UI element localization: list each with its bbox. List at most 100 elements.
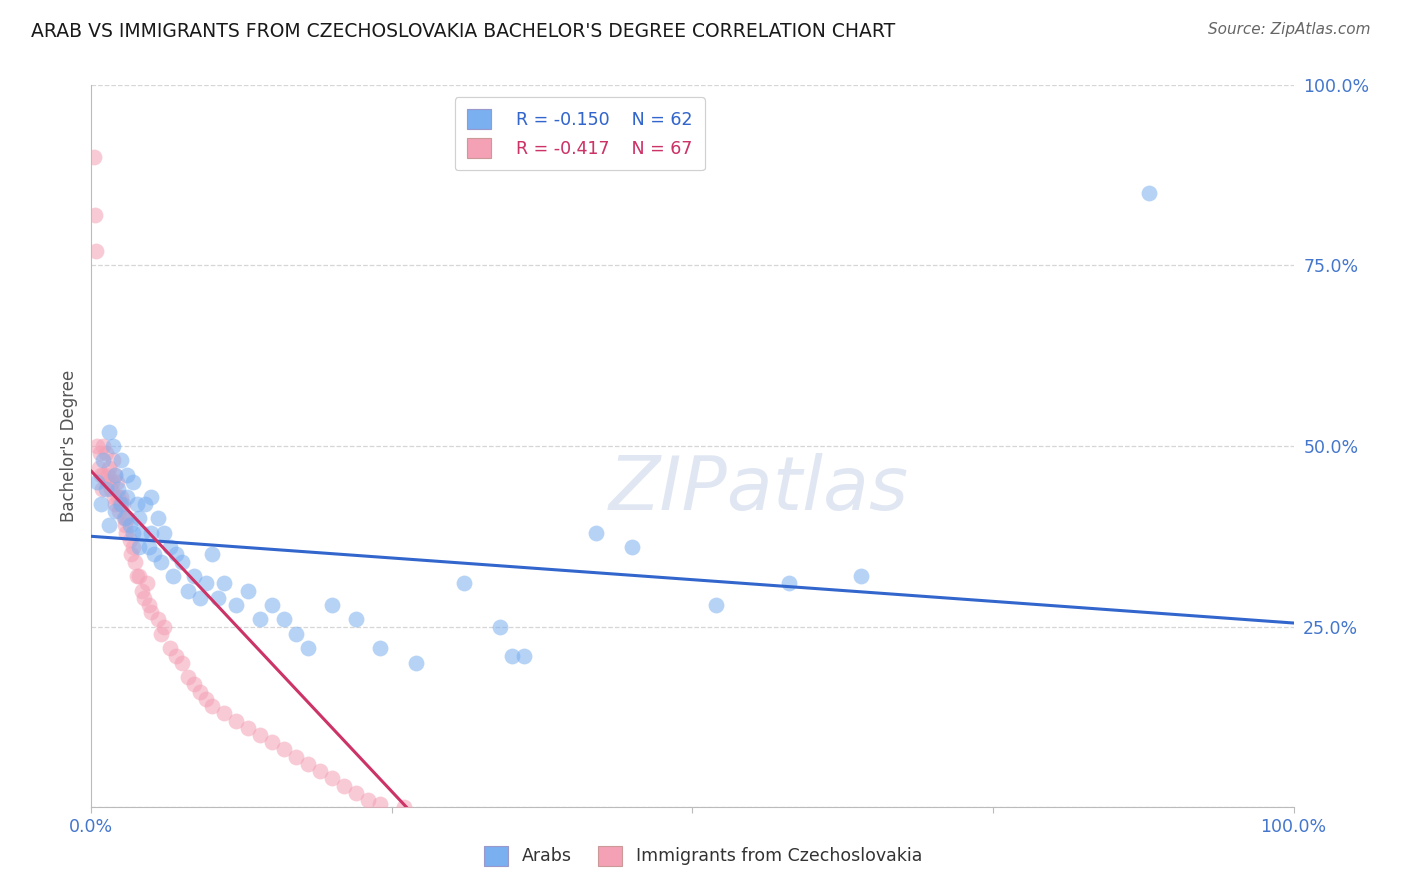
Point [128,511,150,525]
Point [118,533,141,547]
Point [105,475,128,489]
Point [138,598,160,612]
Point [308,764,330,778]
Point [120,548,142,562]
Point [93,439,115,453]
Point [368,797,391,811]
Point [110,497,132,511]
Point [117,490,139,504]
Point [236,583,259,598]
Point [86,439,108,453]
Point [125,497,148,511]
Point [152,620,174,634]
Point [117,467,139,482]
Point [96,475,118,489]
Point [110,497,132,511]
Point [91,483,114,497]
Legend: Arabs, Immigrants from Czechoslovakia: Arabs, Immigrants from Czechoslovakia [475,837,931,874]
Point [98,460,121,475]
Point [141,525,163,540]
Point [344,786,367,800]
Point [212,576,235,591]
Point [104,504,127,518]
Point [1137,186,1160,201]
Point [297,756,319,771]
Point [501,648,523,663]
Point [128,569,150,583]
Point [101,453,124,467]
Point [249,612,271,626]
Text: Source: ZipAtlas.com: Source: ZipAtlas.com [1208,22,1371,37]
Point [170,555,193,569]
Point [392,800,415,814]
Point [333,779,356,793]
Point [176,583,198,598]
Point [321,772,343,786]
Point [100,483,122,497]
Point [183,677,205,691]
Point [146,612,169,626]
Point [225,714,247,728]
Point [108,504,131,518]
Point [321,598,343,612]
Point [135,576,157,591]
Point [165,648,187,663]
Point [122,475,145,489]
Point [87,460,110,475]
Point [104,467,127,482]
Point [146,511,169,525]
Point [165,548,187,562]
Point [110,453,132,467]
Text: ARAB VS IMMIGRANTS FROM CZECHOSLOVAKIA BACHELOR'S DEGREE CORRELATION CHART: ARAB VS IMMIGRANTS FROM CZECHOSLOVAKIA B… [31,22,896,41]
Point [89,446,111,460]
Point [115,525,138,540]
Point [585,525,607,540]
Point [344,612,367,626]
Point [778,576,800,591]
Point [159,641,181,656]
Point [194,576,217,591]
Point [84,208,107,222]
Point [368,641,391,656]
Y-axis label: Bachelor's Degree: Bachelor's Degree [60,370,79,522]
Point [97,467,120,482]
Point [122,525,145,540]
Point [249,728,271,742]
Point [273,612,295,626]
Point [453,576,475,591]
Point [706,598,728,612]
Point [118,518,141,533]
Point [357,793,380,807]
Point [125,569,148,583]
Point [183,569,205,583]
Point [225,598,247,612]
Point [489,620,512,634]
Point [273,742,295,756]
Point [124,555,146,569]
Point [104,497,127,511]
Point [128,540,150,554]
Point [260,598,283,612]
Point [849,569,872,583]
Point [236,721,259,735]
Point [101,475,124,489]
Point [98,518,121,533]
Point [107,483,129,497]
Legend:   R = -0.150    N = 62,   R = -0.417    N = 67: R = -0.150 N = 62, R = -0.417 N = 67 [454,97,704,170]
Point [138,540,160,554]
Point [260,735,283,749]
Point [142,548,165,562]
Point [101,439,124,453]
Point [104,467,127,482]
Point [114,518,136,533]
Point [131,525,153,540]
Point [111,497,134,511]
Point [152,525,174,540]
Point [150,627,173,641]
Point [93,467,115,482]
Point [162,569,184,583]
Point [110,490,132,504]
Point [84,244,107,258]
Point [159,540,181,554]
Point [141,605,163,619]
